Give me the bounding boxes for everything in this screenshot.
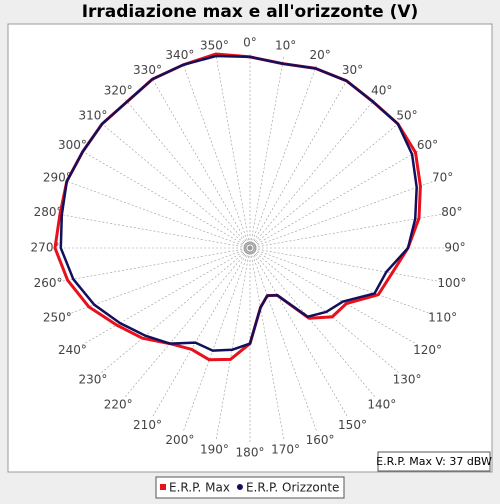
angle-label: 320° [104, 83, 133, 97]
angle-label: 100° [437, 276, 466, 290]
angle-label: 180° [236, 446, 265, 460]
angle-label: 170° [271, 442, 300, 456]
angle-label: 40° [371, 83, 392, 97]
spoke [215, 55, 251, 249]
angle-label: 50° [396, 109, 417, 123]
spoke [66, 247, 251, 315]
chart-title: Irradiazione max e all'orizzonte (V) [82, 2, 419, 22]
angle-label: 140° [367, 398, 396, 412]
angle-label: 20° [309, 48, 330, 62]
angle-label: 240° [58, 343, 87, 357]
legend-swatch [236, 484, 243, 490]
angle-label: 220° [104, 398, 133, 412]
angle-label: 300° [58, 138, 87, 152]
spoke [249, 78, 348, 249]
spoke [249, 247, 376, 398]
spoke [183, 64, 251, 249]
angle-label: 0° [243, 36, 257, 50]
angle-label: 80° [441, 205, 462, 219]
spoke [249, 122, 400, 249]
spoke [80, 150, 251, 249]
spoke [249, 247, 434, 315]
spoke [249, 247, 443, 283]
spoke [249, 213, 443, 249]
legend-label: E.R.P. Max [169, 481, 230, 495]
spoke [249, 247, 400, 374]
spoke [152, 78, 251, 249]
annotation-box [377, 451, 491, 472]
legend-swatch [160, 484, 166, 490]
spoke [249, 150, 420, 249]
spoke [249, 98, 376, 249]
angle-label: 200° [165, 433, 194, 447]
angle-label: 210° [133, 418, 162, 432]
legend-label: E.R.P. Orizzonte [246, 481, 339, 495]
spoke [249, 64, 317, 249]
spoke [57, 247, 251, 283]
spoke [100, 247, 251, 374]
angle-label: 130° [393, 372, 422, 386]
spoke [124, 247, 251, 398]
angle-label: 310° [79, 109, 108, 123]
spoke [57, 213, 251, 249]
angle-label: 150° [338, 418, 367, 432]
spoke [249, 181, 434, 249]
spoke [249, 247, 317, 432]
angle-label: 30° [342, 63, 363, 77]
spoke [183, 247, 251, 432]
angle-label: 290° [43, 170, 72, 184]
series-line [59, 54, 418, 352]
angle-label: 230° [79, 372, 108, 386]
spoke [249, 247, 348, 418]
spoke [80, 247, 251, 346]
angle-label: 120° [413, 343, 442, 357]
spoke [66, 181, 251, 249]
angle-label: 70° [432, 170, 453, 184]
spoke [100, 122, 251, 249]
angle-label: 10° [275, 39, 296, 53]
legend-box [155, 476, 345, 499]
angle-label: 110° [428, 311, 457, 325]
angle-label: 90° [444, 241, 465, 255]
angle-label: 60° [417, 138, 438, 152]
annotation: E.R.P. Max V: 37 dBW [376, 455, 492, 468]
spoke [249, 55, 285, 249]
angle-label: 340° [165, 48, 194, 62]
angle-label: 330° [133, 63, 162, 77]
spoke [124, 98, 251, 249]
angle-label: 190° [200, 442, 229, 456]
spoke [249, 247, 285, 441]
angle-label: 350° [200, 39, 229, 53]
angle-label: 250° [43, 311, 72, 325]
spoke [215, 247, 251, 441]
angle-label: 260° [34, 276, 63, 290]
angle-label: 270° [31, 241, 60, 255]
angle-label: 160° [306, 433, 335, 447]
spoke [249, 247, 420, 346]
angle-label: 280° [34, 205, 63, 219]
spoke [152, 247, 251, 418]
